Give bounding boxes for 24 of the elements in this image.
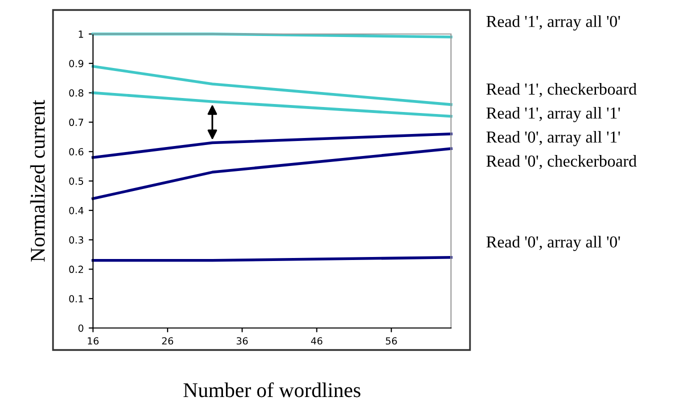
- y-tick-label: 0.8: [69, 89, 84, 97]
- text: Read '0', checkerboard: [486, 155, 637, 170]
- text: Read '1', checkerboard: [486, 83, 637, 98]
- y-tick-label: 0.6: [69, 148, 84, 156]
- text: Read '0', array all '0': [486, 236, 620, 252]
- y-tick-label: 1: [78, 30, 84, 38]
- x-tick-label: 36: [236, 337, 248, 345]
- y-tick-label: 0.2: [69, 266, 83, 274]
- x-tick-label: 16: [88, 337, 99, 345]
- y-tick-label: 0: [78, 324, 84, 332]
- x-axis-title: Number of wordlines: [183, 382, 360, 398]
- y-tick-label: 0.5: [69, 177, 84, 185]
- x-tick-label: 56: [386, 337, 397, 345]
- y-tick-label: 0.3: [69, 236, 84, 244]
- text: Read '0', array all '1': [486, 130, 620, 146]
- x-tick-label: 46: [311, 337, 322, 345]
- y-tick-label: 0.4: [69, 206, 84, 214]
- y-tick-label: 0.7: [69, 118, 84, 126]
- text: Read '1', array all '1': [486, 106, 620, 122]
- y-tick-label: 0.9: [69, 60, 84, 68]
- y-tick-label: 0.1: [69, 295, 84, 302]
- x-tick-label: 26: [162, 337, 174, 345]
- text: Read '1', array all '0': [486, 15, 620, 31]
- y-axis-title: Normalized current: [30, 100, 45, 262]
